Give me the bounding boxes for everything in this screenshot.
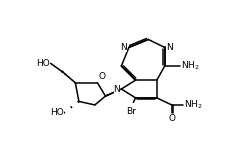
Text: Br: Br (126, 107, 136, 116)
Text: N: N (166, 43, 173, 52)
Text: NH$_2$: NH$_2$ (181, 60, 199, 72)
Text: N: N (120, 43, 127, 52)
Polygon shape (105, 89, 121, 97)
Text: HO: HO (36, 59, 50, 68)
Text: N: N (113, 84, 120, 93)
Text: NH$_2$: NH$_2$ (184, 99, 203, 111)
Text: O: O (98, 72, 106, 81)
Text: O: O (168, 114, 175, 123)
Text: HO: HO (50, 108, 64, 117)
